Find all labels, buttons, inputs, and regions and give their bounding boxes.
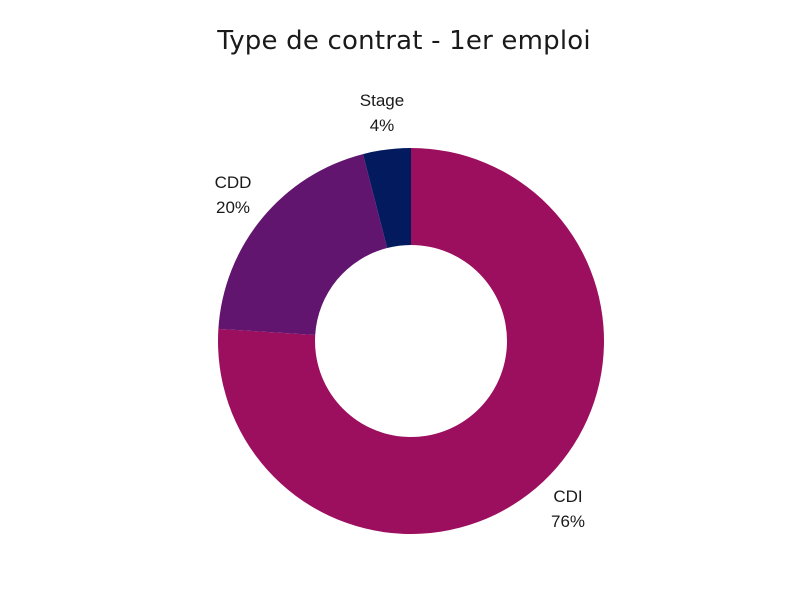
donut-slice-stage — [363, 148, 411, 249]
slice-value-cdi: 76% — [551, 512, 585, 531]
slice-label-cdd: CDD — [215, 173, 252, 192]
slice-value-stage: 4% — [370, 116, 395, 135]
slice-label-stage: Stage — [360, 91, 404, 110]
slice-value-cdd: 20% — [216, 198, 250, 217]
donut-slice-cdi — [218, 148, 604, 534]
chart-title: Type de contrat - 1er emploi — [217, 26, 591, 56]
slice-label-cdi: CDI — [553, 487, 582, 506]
donut-slice-cdd — [218, 154, 388, 335]
